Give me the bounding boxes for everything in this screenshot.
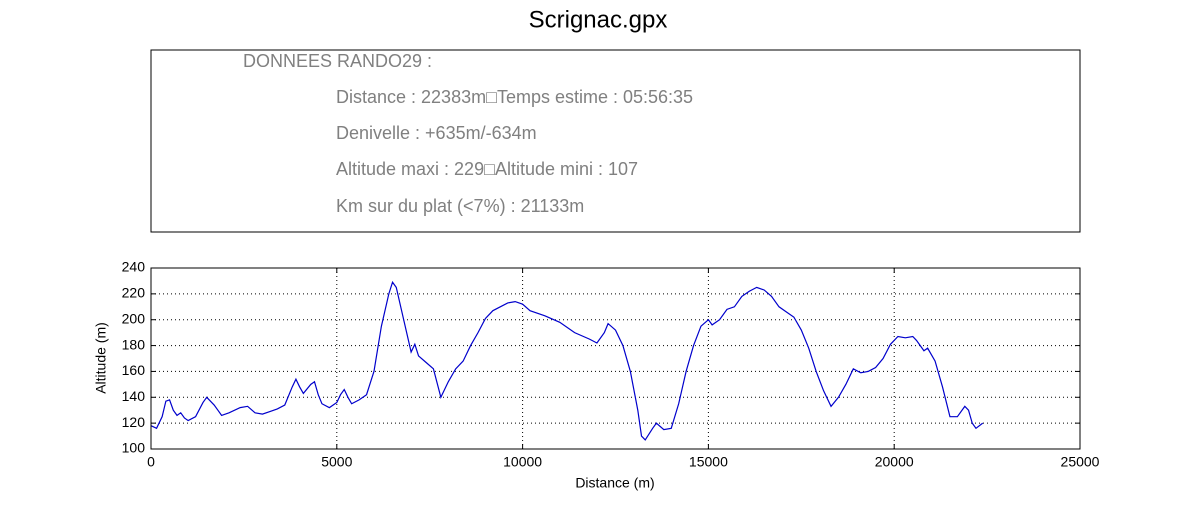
x-tick-label: 0 [147,454,155,470]
y-tick-label: 100 [122,440,146,456]
info-line: DONNEES RANDO29 : [243,51,432,71]
y-tick-label: 180 [122,336,146,352]
x-tick-label: 5000 [321,454,352,470]
x-tick-label: 10000 [503,454,542,470]
info-line: Altitude maxi : 229□Altitude mini : 107 [336,159,638,179]
info-line: Distance : 22383m□Temps estime : 05:56:3… [336,87,693,107]
y-tick-label: 200 [122,310,146,326]
x-axis-label: Distance (m) [575,475,654,491]
info-box [150,49,1081,233]
y-tick-label: 160 [122,362,146,378]
y-axis-label: Altitude (m) [93,322,109,394]
x-tick-label: 15000 [689,454,728,470]
x-tick-label: 20000 [875,454,914,470]
info-line: Denivelle : +635m/-634m [336,123,537,143]
y-tick-label: 220 [122,285,146,301]
y-tick-label: 120 [122,414,146,430]
info-line: Km sur du plat (<7%) : 21133m [336,196,584,216]
y-tick-label: 140 [122,388,146,404]
y-tick-label: 240 [122,259,146,275]
chart-title: Scrignac.gpx [529,6,668,33]
plot-frame [150,267,1081,450]
line-series [150,280,984,441]
x-tick-label: 25000 [1061,454,1100,470]
